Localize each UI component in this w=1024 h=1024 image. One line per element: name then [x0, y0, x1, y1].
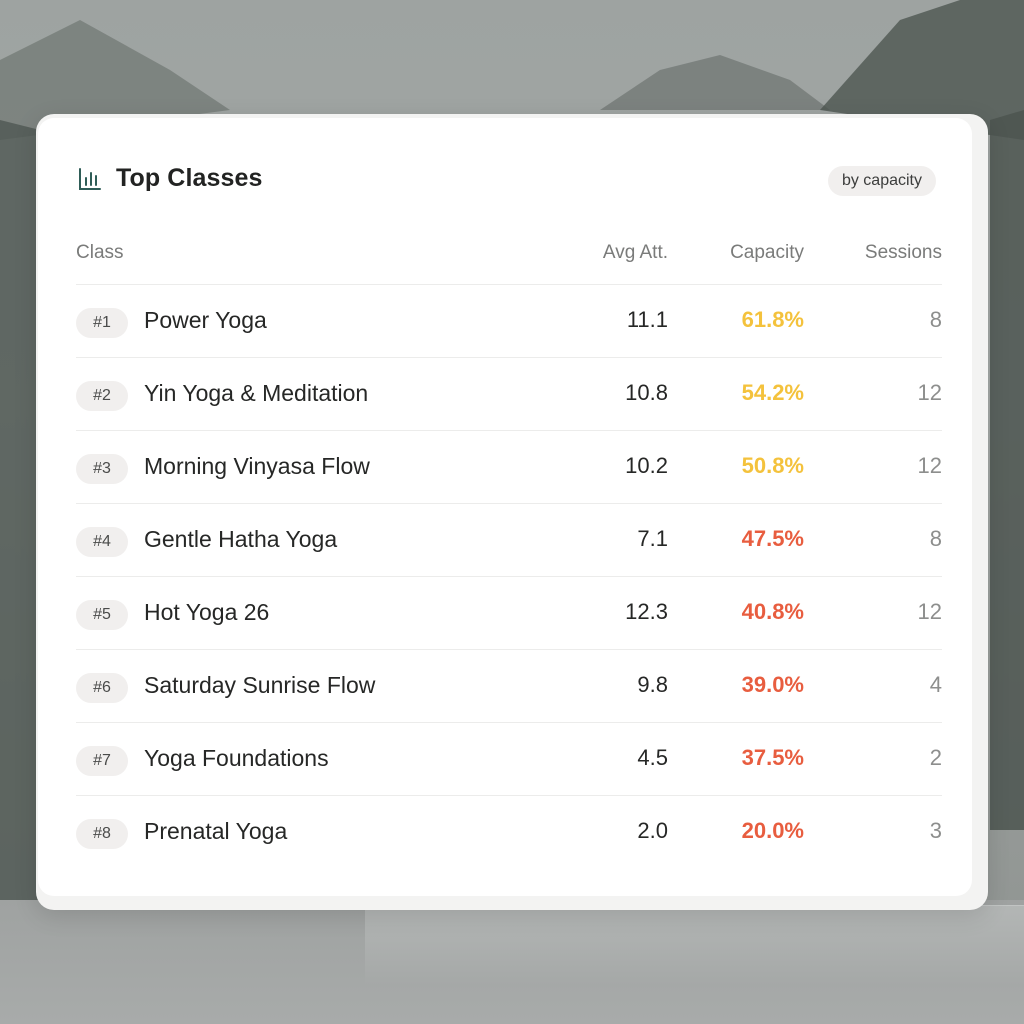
table-header: Class Avg Att. Capacity Sessions [76, 236, 942, 285]
table-row[interactable]: #6 Saturday Sunrise Flow 9.8 39.0% 4 [76, 650, 942, 723]
table-row[interactable]: #4 Gentle Hatha Yoga 7.1 47.5% 8 [76, 504, 942, 577]
card-header: Top Classes by capacity [76, 158, 936, 198]
capacity-value: 61.8% [741, 307, 804, 332]
table-row[interactable]: #7 Yoga Foundations 4.5 37.5% 2 [76, 723, 942, 796]
rank-badge: #8 [76, 819, 128, 849]
table-row[interactable]: #5 Hot Yoga 26 12.3 40.8% 12 [76, 577, 942, 650]
capacity-value: 54.2% [741, 380, 804, 405]
sessions-count: 12 [917, 599, 942, 624]
avg-attendance: 4.5 [637, 745, 668, 770]
top-classes-card: Top Classes by capacity Class Avg Att. C… [36, 114, 988, 910]
class-name: Yin Yoga & Meditation [144, 380, 369, 406]
class-name: Hot Yoga 26 [144, 599, 270, 625]
avg-attendance: 11.1 [626, 307, 668, 332]
class-name: Prenatal Yoga [144, 818, 288, 844]
bar-chart-icon [79, 167, 101, 190]
sort-badge[interactable]: by capacity [827, 166, 936, 196]
avg-attendance: 7.1 [637, 526, 668, 551]
sessions-count: 8 [929, 526, 942, 551]
class-name: Power Yoga [144, 307, 267, 333]
avg-attendance: 10.2 [625, 453, 668, 478]
class-name: Saturday Sunrise Flow [144, 672, 376, 698]
class-name: Yoga Foundations [144, 745, 329, 771]
avg-attendance: 2.0 [637, 818, 668, 843]
avg-attendance: 9.8 [637, 672, 668, 697]
column-header-avg[interactable]: Avg Att. [602, 242, 668, 263]
background-wall [365, 905, 1024, 986]
avg-attendance: 12.3 [625, 599, 668, 624]
sessions-count: 8 [929, 307, 942, 332]
capacity-value: 47.5% [741, 526, 804, 551]
rank-badge: #7 [76, 746, 128, 776]
class-name: Morning Vinyasa Flow [144, 453, 370, 479]
table-row[interactable]: #8 Prenatal Yoga 2.0 20.0% 3 [76, 796, 942, 868]
column-header-capacity[interactable]: Capacity [730, 242, 804, 263]
column-header-class[interactable]: Class [76, 242, 124, 263]
rank-badge: #1 [76, 308, 128, 338]
classes-table: Class Avg Att. Capacity Sessions #1 Powe… [76, 236, 942, 868]
sessions-count: 2 [929, 745, 942, 770]
avg-attendance: 10.8 [625, 380, 668, 405]
rank-badge: #6 [76, 673, 128, 703]
table-row[interactable]: #1 Power Yoga 11.1 61.8% 8 [76, 285, 942, 358]
rank-badge: #5 [76, 600, 128, 630]
capacity-value: 40.8% [741, 599, 804, 624]
rank-badge: #2 [76, 381, 128, 411]
sessions-count: 12 [917, 380, 942, 405]
card-body: Top Classes by capacity Class Avg Att. C… [38, 118, 972, 896]
capacity-value: 20.0% [741, 818, 804, 843]
sessions-count: 3 [929, 818, 942, 843]
capacity-value: 39.0% [741, 672, 804, 697]
column-header-sessions[interactable]: Sessions [864, 242, 942, 263]
table-row[interactable]: #2 Yin Yoga & Meditation 10.8 54.2% 12 [76, 358, 942, 431]
rank-badge: #3 [76, 454, 128, 484]
sessions-count: 12 [917, 453, 942, 478]
capacity-value: 37.5% [741, 745, 804, 770]
rank-badge: #4 [76, 527, 128, 557]
sessions-count: 4 [929, 672, 942, 697]
title-group: Top Classes [76, 164, 263, 193]
card-title: Top Classes [116, 164, 263, 192]
capacity-value: 50.8% [741, 453, 804, 478]
table-row[interactable]: #3 Morning Vinyasa Flow 10.2 50.8% 12 [76, 431, 942, 504]
class-name: Gentle Hatha Yoga [144, 526, 338, 552]
